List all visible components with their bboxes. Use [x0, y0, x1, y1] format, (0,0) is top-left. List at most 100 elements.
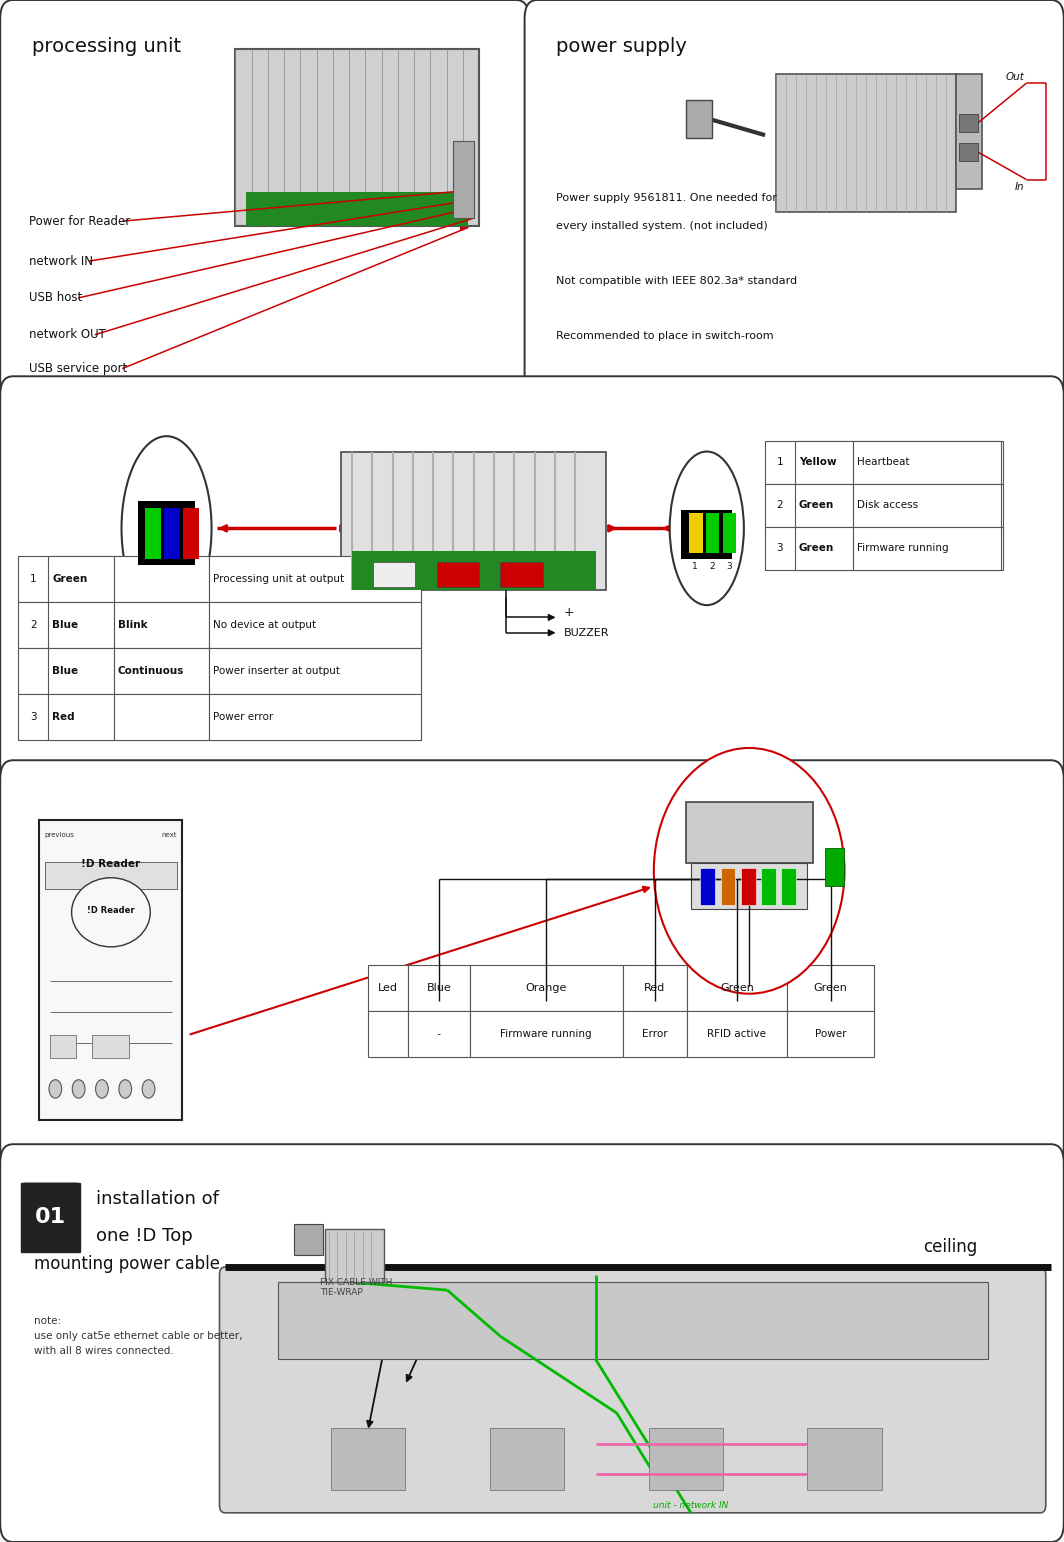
Text: Orange: Orange: [526, 982, 567, 993]
Text: Green: Green: [799, 500, 834, 510]
Text: network IN: network IN: [29, 254, 93, 268]
FancyBboxPatch shape: [741, 868, 755, 905]
FancyBboxPatch shape: [326, 1229, 384, 1283]
Text: Green: Green: [814, 982, 848, 993]
Text: 3: 3: [726, 563, 732, 571]
Text: In: In: [1015, 182, 1025, 193]
FancyBboxPatch shape: [39, 820, 182, 1119]
Text: power-supply OUT: power-supply OUT: [448, 1286, 531, 1295]
Text: Continuous: Continuous: [118, 666, 184, 677]
Ellipse shape: [669, 452, 744, 604]
Text: every installed system. (not included): every installed system. (not included): [556, 221, 768, 231]
Text: Firmware running: Firmware running: [500, 1029, 592, 1039]
FancyBboxPatch shape: [373, 563, 415, 586]
FancyBboxPatch shape: [705, 513, 719, 554]
FancyBboxPatch shape: [294, 1224, 323, 1255]
FancyBboxPatch shape: [21, 1183, 80, 1252]
Text: Green: Green: [799, 543, 834, 554]
Ellipse shape: [119, 1079, 132, 1098]
FancyBboxPatch shape: [352, 552, 596, 589]
FancyBboxPatch shape: [787, 1010, 875, 1056]
Text: Power: Power: [815, 1029, 847, 1039]
Text: processing unit: processing unit: [32, 37, 181, 56]
FancyBboxPatch shape: [649, 1428, 722, 1490]
Text: one !D Top: one !D Top: [96, 1227, 193, 1244]
FancyBboxPatch shape: [853, 484, 1001, 527]
Text: mounting power cable: mounting power cable: [34, 1255, 220, 1272]
Text: Not compatible with IEEE 802.3a* standard: Not compatible with IEEE 802.3a* standar…: [556, 276, 798, 287]
FancyBboxPatch shape: [342, 452, 606, 589]
FancyBboxPatch shape: [452, 142, 473, 217]
FancyBboxPatch shape: [765, 484, 1003, 527]
Text: 3: 3: [777, 543, 783, 554]
FancyBboxPatch shape: [114, 648, 209, 694]
FancyBboxPatch shape: [209, 694, 420, 740]
Text: USB service port: USB service port: [29, 362, 127, 375]
FancyBboxPatch shape: [826, 848, 845, 887]
FancyBboxPatch shape: [48, 648, 114, 694]
FancyBboxPatch shape: [165, 509, 180, 560]
Text: +: +: [564, 606, 575, 620]
Text: USB host: USB host: [29, 291, 82, 304]
Ellipse shape: [49, 1079, 62, 1098]
FancyBboxPatch shape: [409, 1010, 469, 1056]
FancyBboxPatch shape: [18, 648, 420, 694]
Text: Blue: Blue: [52, 620, 79, 631]
FancyBboxPatch shape: [278, 1283, 987, 1359]
FancyBboxPatch shape: [21, 1183, 80, 1252]
FancyBboxPatch shape: [787, 964, 875, 1010]
FancyBboxPatch shape: [761, 868, 776, 905]
FancyBboxPatch shape: [0, 376, 1064, 782]
FancyBboxPatch shape: [18, 601, 420, 648]
FancyBboxPatch shape: [795, 484, 853, 527]
FancyBboxPatch shape: [219, 1268, 1046, 1513]
FancyBboxPatch shape: [500, 563, 543, 586]
Ellipse shape: [653, 748, 845, 993]
FancyBboxPatch shape: [209, 557, 420, 601]
Text: Power supply 9561811. One needed for: Power supply 9561811. One needed for: [556, 193, 777, 204]
FancyBboxPatch shape: [489, 1428, 564, 1490]
FancyBboxPatch shape: [765, 527, 1003, 571]
FancyBboxPatch shape: [469, 964, 624, 1010]
FancyBboxPatch shape: [45, 862, 177, 890]
Text: -: -: [434, 1029, 444, 1039]
FancyBboxPatch shape: [50, 1035, 77, 1058]
FancyBboxPatch shape: [209, 601, 420, 648]
Text: unit - network IN: unit - network IN: [653, 1500, 729, 1510]
FancyBboxPatch shape: [0, 0, 529, 398]
FancyBboxPatch shape: [795, 527, 853, 571]
FancyBboxPatch shape: [183, 509, 199, 560]
FancyBboxPatch shape: [368, 1010, 409, 1056]
FancyBboxPatch shape: [853, 441, 1001, 484]
FancyBboxPatch shape: [114, 601, 209, 648]
Text: 1: 1: [30, 574, 36, 584]
Ellipse shape: [143, 1079, 155, 1098]
Text: 1: 1: [777, 458, 783, 467]
Text: Firmware running: Firmware running: [858, 543, 949, 554]
Text: 01: 01: [35, 1207, 66, 1227]
FancyBboxPatch shape: [48, 557, 114, 601]
FancyBboxPatch shape: [808, 1428, 882, 1490]
Text: Recommended to place in switch-room: Recommended to place in switch-room: [556, 332, 774, 341]
Text: Yellow: Yellow: [799, 458, 836, 467]
FancyBboxPatch shape: [246, 193, 468, 225]
FancyBboxPatch shape: [48, 694, 114, 740]
FancyBboxPatch shape: [525, 0, 1064, 398]
Text: 2: 2: [30, 620, 36, 631]
FancyBboxPatch shape: [209, 648, 420, 694]
Text: Green: Green: [720, 982, 754, 993]
FancyBboxPatch shape: [688, 513, 702, 554]
Text: Error: Error: [642, 1029, 668, 1039]
FancyBboxPatch shape: [686, 964, 787, 1010]
FancyBboxPatch shape: [18, 694, 420, 740]
Ellipse shape: [72, 1079, 85, 1098]
Text: RFID active: RFID active: [708, 1029, 766, 1039]
Text: !D Reader: !D Reader: [87, 907, 135, 916]
Text: 2: 2: [710, 563, 715, 571]
FancyBboxPatch shape: [720, 868, 735, 905]
Text: !D Reader: !D Reader: [81, 859, 140, 868]
FancyBboxPatch shape: [700, 868, 715, 905]
FancyBboxPatch shape: [959, 143, 978, 162]
Text: power supply: power supply: [556, 37, 687, 56]
Ellipse shape: [121, 436, 212, 620]
